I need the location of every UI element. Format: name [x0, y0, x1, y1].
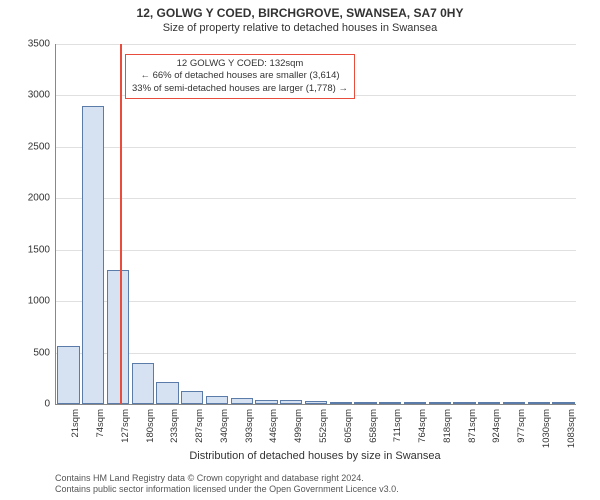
x-tick-label: 340sqm [219, 409, 230, 443]
histogram-bar [330, 402, 352, 404]
histogram-bar [354, 402, 376, 404]
x-tick-label: 818sqm [442, 409, 453, 443]
chart-container: Number of detached properties Distributi… [55, 44, 575, 404]
x-tick-label: 393sqm [244, 409, 255, 443]
gridline [56, 250, 576, 251]
x-tick-label: 180sqm [145, 409, 156, 443]
histogram-bar [305, 401, 327, 404]
x-tick-label: 127sqm [120, 409, 131, 443]
x-tick-label: 1030sqm [541, 409, 552, 448]
x-tick-label: 1083sqm [566, 409, 577, 448]
x-tick-label: 287sqm [194, 409, 205, 443]
x-tick-label: 977sqm [516, 409, 527, 443]
histogram-bar [255, 400, 277, 404]
histogram-bar [478, 402, 500, 404]
histogram-bar [528, 402, 550, 404]
histogram-bar [107, 270, 129, 404]
histogram-bar [82, 106, 104, 404]
histogram-bar [404, 402, 426, 404]
y-tick-label: 2500 [10, 141, 50, 152]
gridline [56, 198, 576, 199]
histogram-bar [453, 402, 475, 404]
footer-line1: Contains HM Land Registry data © Crown c… [55, 473, 399, 485]
y-tick-label: 500 [10, 347, 50, 358]
x-tick-label: 446sqm [268, 409, 279, 443]
histogram-bar [132, 363, 154, 404]
x-tick-label: 74sqm [95, 409, 106, 438]
x-tick-label: 924sqm [491, 409, 502, 443]
y-tick-label: 0 [10, 399, 50, 410]
annotation-line3: 33% of semi-detached houses are larger (… [132, 83, 348, 95]
annotation-callout: 12 GOLWG Y COED: 132sqm ← 66% of detache… [125, 54, 355, 99]
gridline [56, 147, 576, 148]
page-subtitle: Size of property relative to detached ho… [0, 20, 600, 34]
x-tick-label: 764sqm [417, 409, 428, 443]
property-marker-line [120, 44, 122, 404]
histogram-bar [156, 382, 178, 404]
histogram-bar [429, 402, 451, 404]
y-tick-label: 1500 [10, 244, 50, 255]
histogram-bar [552, 402, 574, 404]
page-title: 12, GOLWG Y COED, BIRCHGROVE, SWANSEA, S… [0, 0, 600, 20]
footer-attribution: Contains HM Land Registry data © Crown c… [55, 473, 399, 496]
annotation-line2: ← 66% of detached houses are smaller (3,… [132, 70, 348, 82]
x-tick-label: 605sqm [343, 409, 354, 443]
y-tick-label: 2000 [10, 193, 50, 204]
x-tick-label: 499sqm [293, 409, 304, 443]
histogram-bar [206, 396, 228, 404]
annotation-line1: 12 GOLWG Y COED: 132sqm [132, 58, 348, 70]
histogram-bar [280, 400, 302, 404]
gridline [56, 44, 576, 45]
footer-line2: Contains public sector information licen… [55, 484, 399, 496]
x-tick-label: 21sqm [70, 409, 81, 438]
x-tick-label: 233sqm [169, 409, 180, 443]
y-tick-label: 1000 [10, 296, 50, 307]
histogram-bar [503, 402, 525, 404]
histogram-bar [57, 346, 79, 404]
y-tick-label: 3500 [10, 39, 50, 50]
histogram-bar [379, 402, 401, 404]
x-tick-label: 871sqm [467, 409, 478, 443]
x-tick-label: 711sqm [392, 409, 403, 442]
x-tick-label: 552sqm [318, 409, 329, 443]
histogram-bar [231, 398, 253, 404]
y-tick-label: 3000 [10, 90, 50, 101]
gridline [56, 301, 576, 302]
gridline [56, 353, 576, 354]
x-tick-label: 658sqm [368, 409, 379, 443]
x-axis-label: Distribution of detached houses by size … [55, 450, 575, 462]
histogram-bar [181, 391, 203, 404]
